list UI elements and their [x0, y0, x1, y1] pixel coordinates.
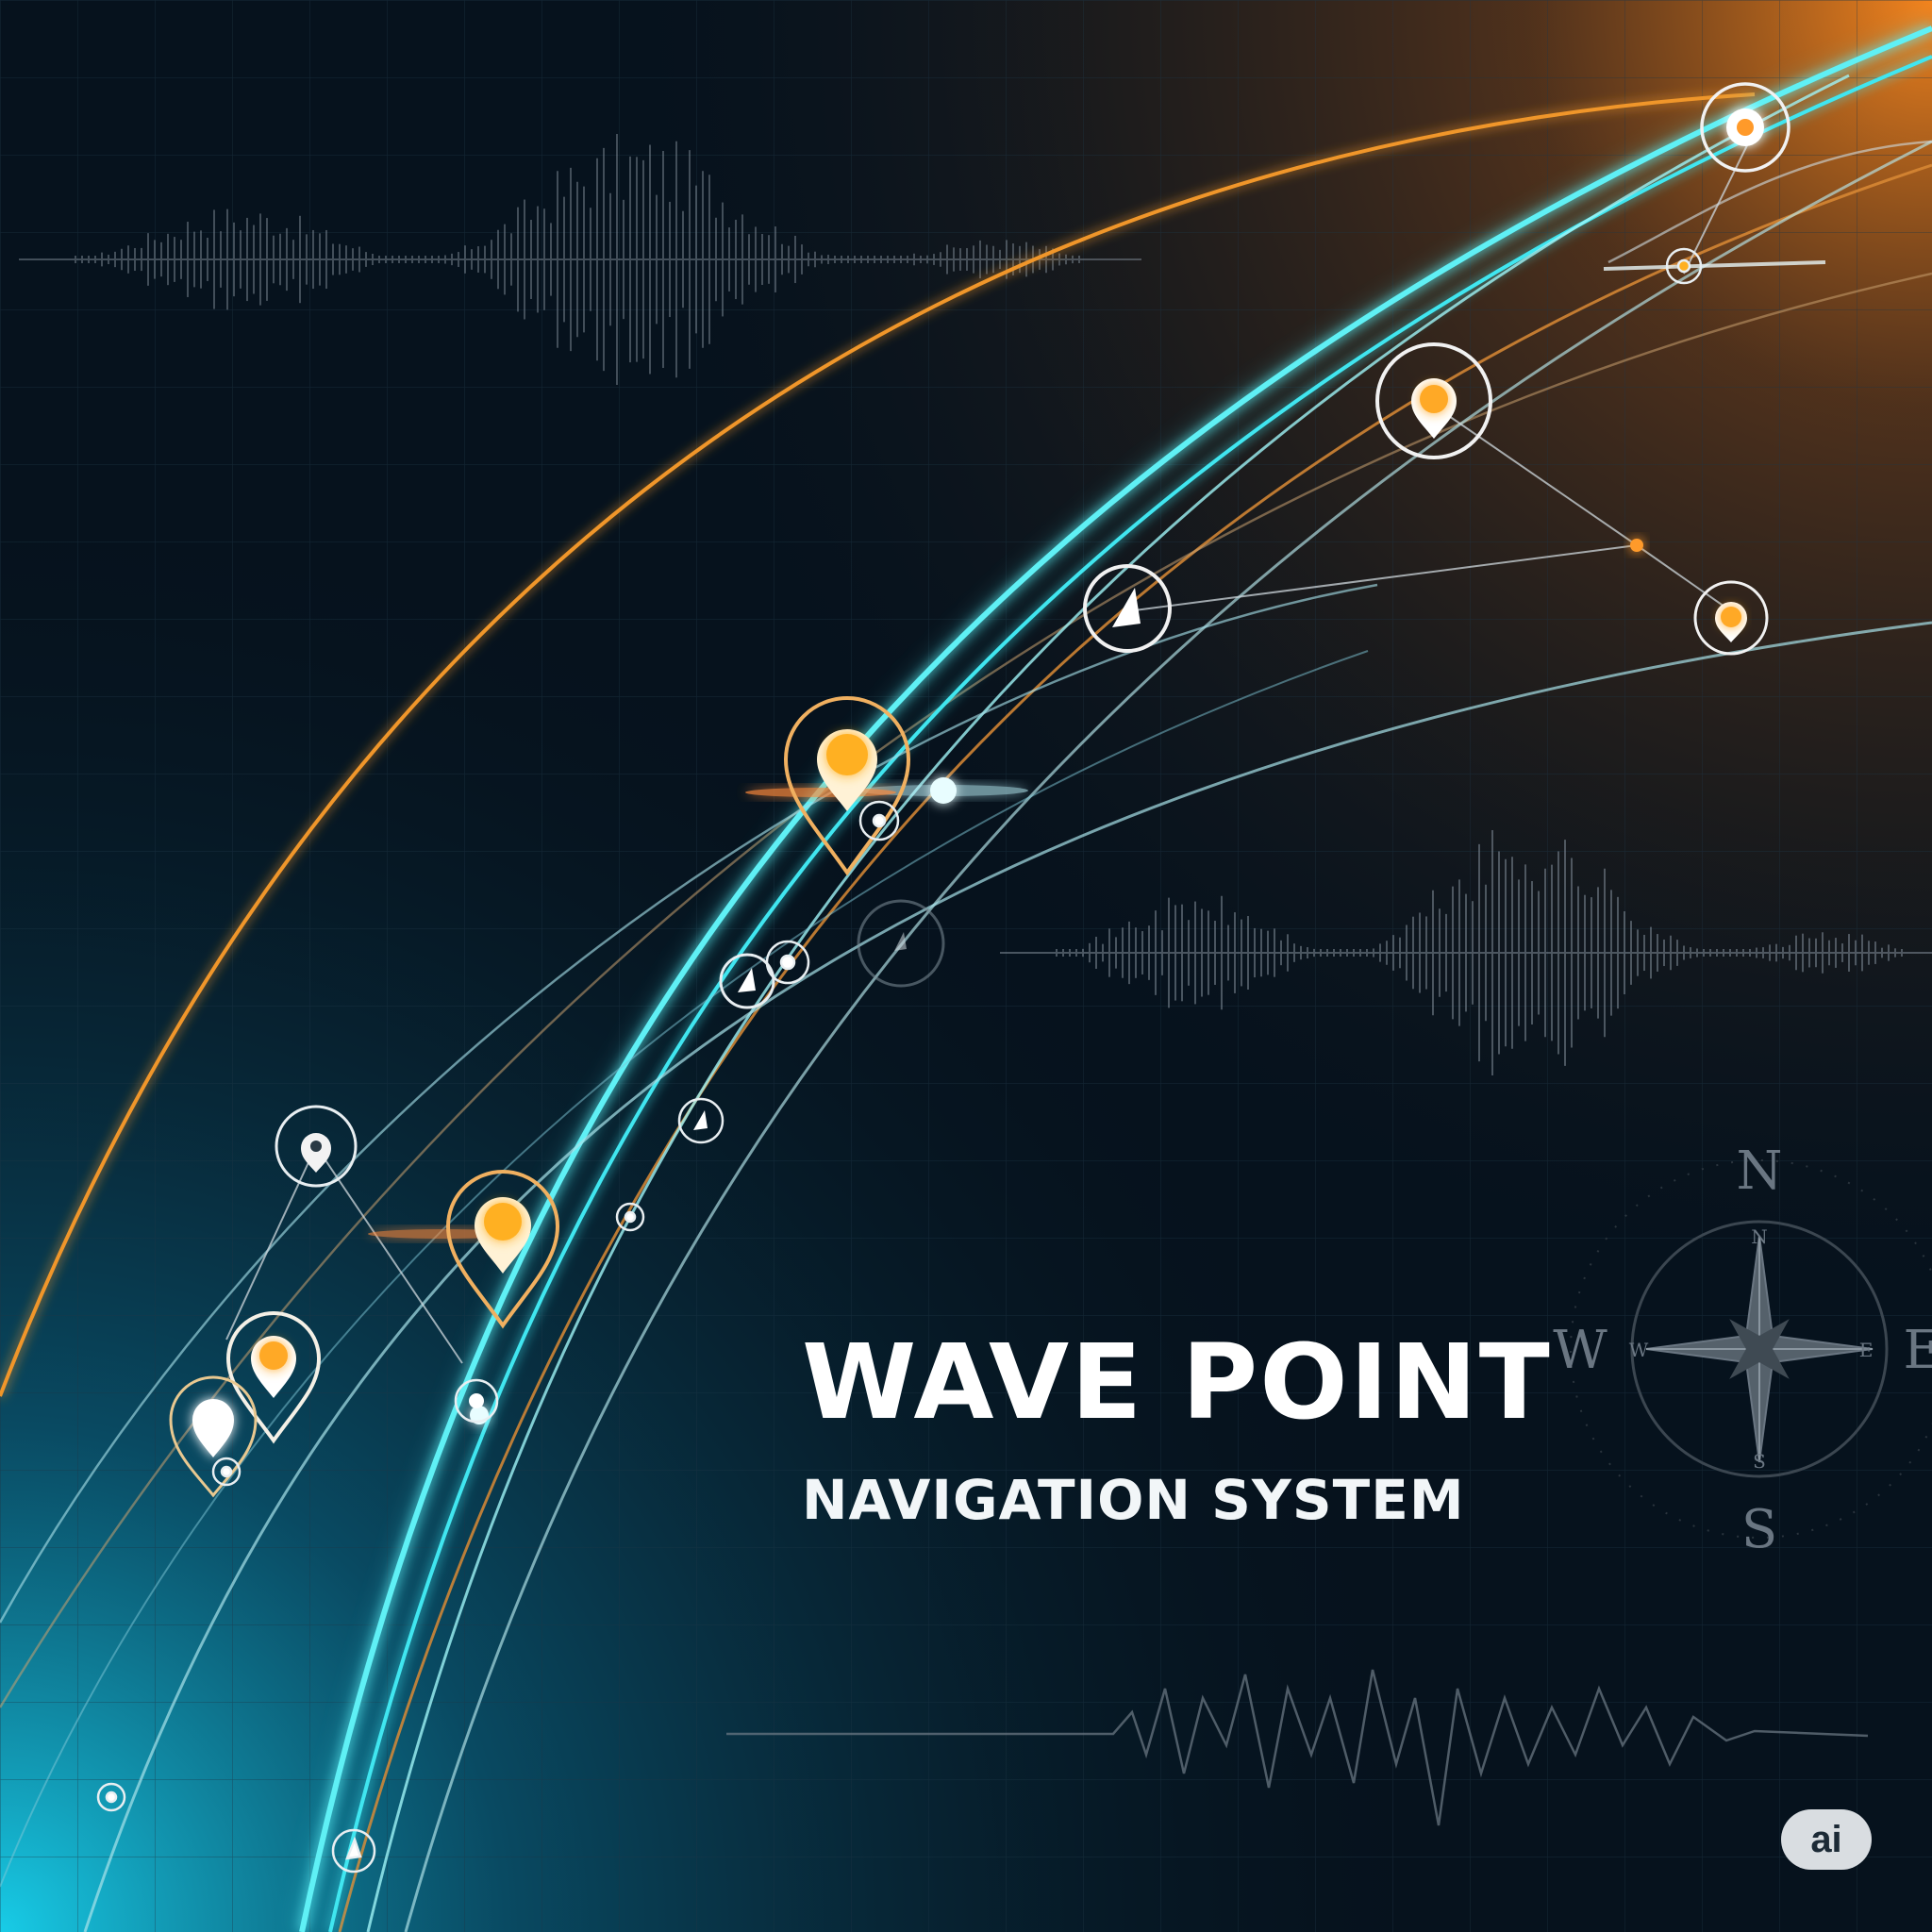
- location-pin-icon[interactable]: [1700, 82, 1790, 173]
- compass-west-outer: W: [1553, 1320, 1607, 1381]
- location-pin-icon[interactable]: [1693, 580, 1769, 656]
- compass-rose-icon: N S W E N S W E: [1553, 1141, 1932, 1560]
- compass-south-inner: S: [1753, 1450, 1766, 1473]
- location-pin-icon[interactable]: [1375, 342, 1492, 459]
- title-block: WAVE POINT NAVIGATION SYSTEM: [802, 1330, 1552, 1532]
- location-pin-icon[interactable]: [169, 1375, 258, 1498]
- compass-south-outer: S: [1741, 1499, 1777, 1560]
- compass-north-inner: N: [1751, 1225, 1768, 1248]
- location-pin-icon[interactable]: [454, 1378, 499, 1424]
- ai-badge: ai: [1781, 1809, 1872, 1870]
- lens-flares: [368, 777, 1028, 1424]
- navigation-arrow-icon[interactable]: [719, 953, 775, 1009]
- route-node: [1630, 539, 1643, 552]
- navigation-arrow-icon[interactable]: [677, 1097, 724, 1144]
- compass-east-outer: E: [1904, 1320, 1932, 1381]
- page-subtitle: NAVIGATION SYSTEM: [802, 1468, 1465, 1532]
- page-title: WAVE POINT: [802, 1322, 1552, 1442]
- navigation-arrow-icon: [857, 899, 945, 988]
- waveform-icon: [726, 1669, 1869, 1826]
- location-pin-icon[interactable]: [225, 1311, 322, 1444]
- location-pin-icon[interactable]: [783, 696, 911, 876]
- compass-north-outer: N: [1737, 1141, 1783, 1202]
- compass-west-inner: W: [1629, 1339, 1649, 1361]
- navigation-arrow-icon[interactable]: [1083, 564, 1172, 653]
- waveform-icon: [19, 134, 1141, 385]
- waypoint-nodes: [96, 247, 1703, 1874]
- compass-east-inner: E: [1859, 1339, 1874, 1361]
- location-pin-icon[interactable]: [275, 1105, 358, 1188]
- waveform-icon: [1000, 829, 1932, 1076]
- location-pin-icon[interactable]: [445, 1170, 560, 1329]
